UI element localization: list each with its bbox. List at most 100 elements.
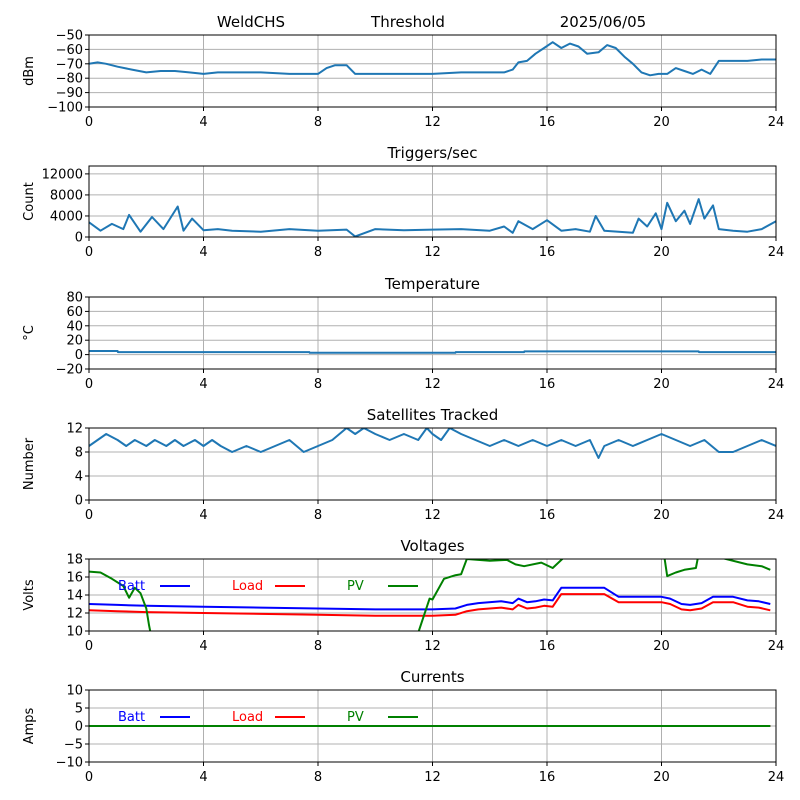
- x-tick-label: 4: [199, 508, 207, 523]
- y-tick-label: 16: [66, 571, 83, 586]
- y-tick-label: 0: [75, 720, 83, 735]
- series-line-load: [89, 593, 771, 617]
- x-tick-label: 8: [314, 245, 322, 260]
- legend-label-load: Load: [232, 579, 263, 594]
- x-tick-label: 16: [539, 639, 556, 654]
- x-tick-label: 12: [424, 115, 441, 130]
- y-tick-label: 60: [66, 305, 83, 320]
- panel-currents: 0 4 8 12 16 20 24 −10 −5 0 5 10 Currents Amps Batt Load…: [22, 668, 784, 785]
- x-tick-label: 24: [768, 770, 785, 785]
- header-middle: Threshold: [370, 13, 445, 31]
- x-tick-label: 0: [85, 508, 93, 523]
- y-tick-label: −20: [56, 363, 83, 378]
- y-tick-label: 12: [66, 422, 83, 437]
- series-line-batt: [89, 586, 771, 611]
- panel-voltages: 0 4 8 12 16 20 24 10 12 14 16 18 Voltages Volts Batt Lo…: [22, 537, 785, 654]
- y-tick-label: 4000: [50, 209, 83, 224]
- y-tick-label: 14: [66, 589, 83, 604]
- y-axis-label: Amps: [22, 707, 37, 744]
- y-tick-label: −5: [64, 738, 83, 753]
- panel-title: Temperature: [384, 275, 480, 293]
- x-tick-label: 12: [424, 508, 441, 523]
- panel-title: Triggers/sec: [387, 144, 478, 162]
- panel-threshold: 0 4 8 12 16 20 24 −100−90−80−70−60−50 dBm: [22, 29, 784, 131]
- y-tick-label: 40: [66, 319, 83, 334]
- header-right: 2025/06/05: [560, 13, 646, 31]
- y-tick-label: 20: [66, 334, 83, 349]
- x-tick-label: 24: [768, 245, 785, 260]
- x-tick-label: 24: [768, 377, 785, 392]
- series-line-pv: [89, 559, 771, 631]
- x-tick-label: 4: [199, 115, 207, 130]
- x-tick-label: 12: [424, 770, 441, 785]
- y-axis-label: Number: [22, 437, 37, 490]
- y-tick-label: −60: [56, 43, 83, 58]
- y-tick-label: 80: [66, 291, 83, 306]
- x-tick-label: 4: [199, 377, 207, 392]
- y-tick-label: 10: [66, 684, 83, 699]
- x-tick-label: 12: [424, 639, 441, 654]
- x-tick-label: 12: [424, 377, 441, 392]
- y-tick-label: 10: [66, 625, 83, 640]
- x-tick-label: 20: [653, 508, 670, 523]
- series-line-threshold: [89, 41, 776, 77]
- x-tick-label: 24: [768, 115, 785, 130]
- y-axis-label: dBm: [22, 56, 37, 86]
- y-tick-label: 8: [75, 446, 83, 461]
- y-tick-label: −90: [56, 86, 83, 101]
- x-tick-label: 20: [653, 770, 670, 785]
- panel-triggers: 0 4 8 12 16 20 24 0 4000 8000 12000 Triggers/sec Cou…: [22, 144, 784, 260]
- y-tick-label: 18: [66, 553, 83, 568]
- y-tick-label: 0: [75, 348, 83, 363]
- y-tick-label: 12: [66, 607, 83, 622]
- series-line-satellites: [89, 428, 776, 459]
- y-tick-label: 4: [75, 470, 83, 485]
- legend-label-pv: PV: [347, 579, 364, 594]
- x-tick-label: 12: [424, 245, 441, 260]
- header-left: WeldCHS: [217, 13, 285, 31]
- x-tick-label: 16: [539, 377, 556, 392]
- x-tick-label: 0: [85, 245, 93, 260]
- x-tick-label: 4: [199, 245, 207, 260]
- x-tick-label: 0: [85, 639, 93, 654]
- y-tick-label: −70: [56, 57, 83, 72]
- x-tick-label: 4: [199, 639, 207, 654]
- x-tick-label: 24: [768, 639, 785, 654]
- legend-label-load: Load: [232, 710, 263, 725]
- y-tick-label: 8000: [50, 188, 83, 203]
- legend-label-batt: Batt: [118, 710, 145, 725]
- legend-label-pv: PV: [347, 710, 364, 725]
- y-tick-label: 0: [75, 494, 83, 509]
- panel-satellites: 0 4 8 12 16 20 24 0 4 8 12 Satellites Tracked Number: [22, 406, 784, 523]
- y-tick-label: −50: [56, 29, 83, 44]
- x-tick-label: 8: [314, 639, 322, 654]
- panel-title: Satellites Tracked: [367, 406, 498, 424]
- x-tick-label: 0: [85, 115, 93, 130]
- y-tick-label: 0: [75, 231, 83, 246]
- y-axis-label: Volts: [22, 579, 37, 611]
- x-tick-label: 20: [653, 115, 670, 130]
- x-tick-label: 8: [314, 377, 322, 392]
- x-tick-label: 8: [314, 770, 322, 785]
- y-tick-label: 12000: [42, 167, 83, 182]
- x-tick-label: 0: [85, 770, 93, 785]
- x-tick-label: 8: [314, 115, 322, 130]
- panel-title: Currents: [400, 668, 464, 686]
- y-tick-label: −80: [56, 72, 83, 87]
- x-tick-label: 16: [539, 508, 556, 523]
- x-tick-label: 20: [653, 377, 670, 392]
- x-tick-label: 20: [653, 639, 670, 654]
- x-tick-label: 8: [314, 508, 322, 523]
- y-axis-label: °C: [22, 325, 37, 341]
- series-line-triggers: [89, 198, 776, 237]
- panel-title: Voltages: [400, 537, 464, 555]
- x-tick-label: 20: [653, 245, 670, 260]
- y-axis-label: Count: [22, 182, 37, 221]
- x-tick-label: 16: [539, 770, 556, 785]
- series-line-temperature: [89, 350, 776, 354]
- x-tick-label: 16: [539, 115, 556, 130]
- y-tick-label: −100: [47, 101, 83, 116]
- x-tick-label: 16: [539, 245, 556, 260]
- x-tick-label: 0: [85, 377, 93, 392]
